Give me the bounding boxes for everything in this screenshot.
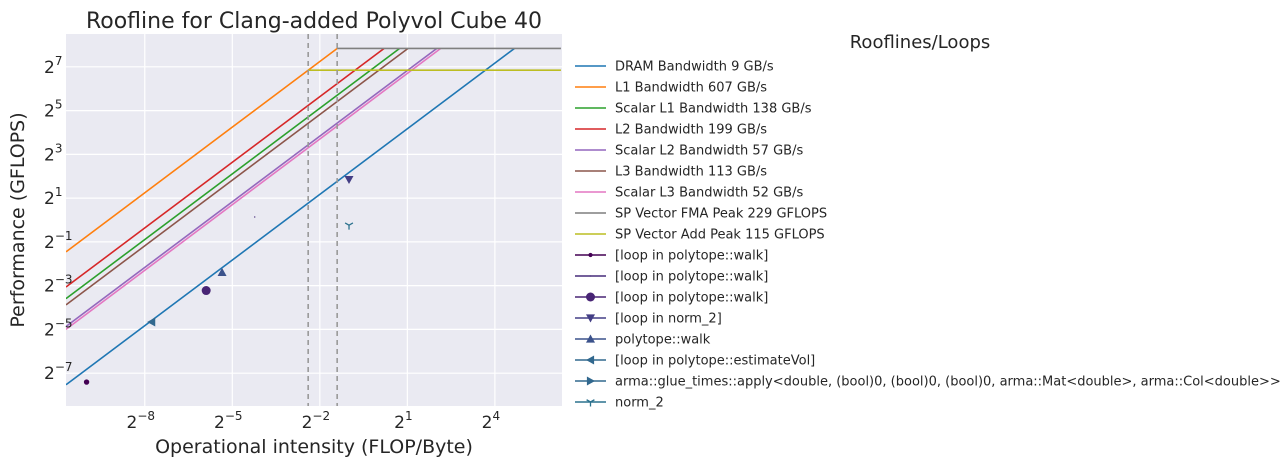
tri-arm bbox=[590, 399, 595, 403]
roof-lines bbox=[66, 34, 561, 406]
circle-marker bbox=[586, 292, 595, 302]
legend-entry: norm_2 bbox=[575, 396, 664, 411]
bandwidth-line bbox=[66, 47, 438, 328]
triangle-down-marker bbox=[586, 314, 595, 323]
legend-entry: polytope::walk bbox=[575, 333, 711, 348]
y-tick-label: 25 bbox=[44, 98, 62, 122]
legend-label: arma::glue_times::apply<double, (bool)0,… bbox=[615, 375, 1280, 390]
chart-title: Roofline for Clang-added Polyvol Cube 40 bbox=[86, 9, 542, 34]
legend-label: SP Vector Add Peak 115 GFLOPS bbox=[615, 228, 825, 243]
tri-arm bbox=[586, 399, 591, 403]
plot-area bbox=[66, 34, 562, 406]
triangle-left-marker bbox=[586, 355, 595, 365]
point-marker bbox=[588, 252, 593, 258]
y-tick-label: 2−7 bbox=[44, 360, 73, 384]
y-tick-label: 21 bbox=[44, 185, 62, 209]
loop-points bbox=[83, 175, 354, 385]
legend-entry: Scalar L1 Bandwidth 138 GB/s bbox=[575, 102, 812, 117]
triangle-down-marker bbox=[344, 175, 354, 185]
legend-entry: L2 Bandwidth 199 GB/s bbox=[575, 123, 767, 138]
legend-label: Scalar L3 Bandwidth 52 GB/s bbox=[615, 186, 803, 201]
legend-label: DRAM Bandwidth 9 GB/s bbox=[615, 60, 774, 75]
pixel-marker bbox=[254, 216, 256, 218]
pixel-marker bbox=[589, 275, 592, 277]
y-tick-label: 27 bbox=[44, 54, 62, 78]
legend-entry: Scalar L2 Bandwidth 57 GB/s bbox=[575, 144, 803, 159]
triangle-up-marker bbox=[586, 334, 595, 343]
bandwidth-line bbox=[66, 47, 442, 331]
y-axis-label: Performance (GFLOPS) bbox=[7, 112, 29, 327]
triangle-up-marker bbox=[217, 267, 227, 277]
legend-title: Rooflines/Loops bbox=[850, 32, 991, 53]
legend-entry: L1 Bandwidth 607 GB/s bbox=[575, 81, 767, 96]
x-axis-label: Operational intensity (FLOP/Byte) bbox=[155, 436, 473, 458]
bandwidth-line bbox=[66, 47, 338, 253]
legend-entry: arma::glue_times::apply<double, (bool)0,… bbox=[575, 375, 1280, 390]
legend-entry: [loop in polytope::walk] bbox=[575, 249, 768, 264]
legend-entry: Scalar L3 Bandwidth 52 GB/s bbox=[575, 186, 803, 201]
legend-entry: L3 Bandwidth 113 GB/s bbox=[575, 165, 767, 180]
legend-label: [loop in polytope::walk] bbox=[615, 249, 768, 264]
legend-label: L2 Bandwidth 199 GB/s bbox=[615, 123, 767, 138]
legend-label: [loop in norm_2] bbox=[615, 312, 722, 327]
y-tick-label: 23 bbox=[44, 141, 62, 165]
legend-label: L1 Bandwidth 607 GB/s bbox=[615, 81, 767, 96]
legend-entry: [loop in polytope::walk] bbox=[575, 270, 768, 285]
bandwidth-line bbox=[66, 47, 515, 386]
legend-label: [loop in polytope::estimateVol] bbox=[615, 354, 815, 369]
point-marker bbox=[83, 379, 90, 385]
x-tick-label: 21 bbox=[394, 409, 412, 433]
x-tick-label: 2−5 bbox=[214, 409, 243, 433]
x-tick-label: 2−8 bbox=[127, 409, 156, 433]
x-tick-labels: 2−8 2−5 2−2 21 24 bbox=[127, 409, 501, 433]
legend-label: SP Vector FMA Peak 229 GFLOPS bbox=[615, 207, 827, 222]
triangle-left-marker bbox=[147, 317, 156, 327]
bandwidth-line bbox=[66, 47, 409, 306]
tri-arm bbox=[348, 222, 354, 226]
legend-entry: DRAM Bandwidth 9 GB/s bbox=[575, 60, 774, 75]
bandwidth-line bbox=[66, 47, 385, 288]
legend-label: Scalar L2 Bandwidth 57 GB/s bbox=[615, 144, 803, 159]
bandwidth-line bbox=[66, 47, 400, 300]
legend-entry: [loop in norm_2] bbox=[575, 312, 722, 327]
x-tick-label: 2−2 bbox=[302, 409, 331, 433]
legend-entry: SP Vector FMA Peak 229 GFLOPS bbox=[575, 207, 827, 222]
tri-down-marker bbox=[586, 399, 595, 407]
circle-marker bbox=[201, 286, 211, 296]
legend-entry: [loop in polytope::estimateVol] bbox=[575, 354, 815, 369]
legend-label: Scalar L1 Bandwidth 138 GB/s bbox=[615, 102, 812, 117]
x-tick-label: 24 bbox=[482, 409, 500, 433]
legend-label: [loop in polytope::walk] bbox=[615, 270, 768, 285]
tri-down-marker bbox=[344, 222, 354, 230]
tri-arm bbox=[344, 222, 350, 226]
legend-entry: SP Vector Add Peak 115 GFLOPS bbox=[575, 228, 825, 243]
triangle-right-marker bbox=[586, 376, 595, 386]
legend-label: L3 Bandwidth 113 GB/s bbox=[615, 165, 767, 180]
legend-label: polytope::walk bbox=[615, 333, 711, 348]
legend: DRAM Bandwidth 9 GB/s L1 Bandwidth 607 GB… bbox=[575, 60, 1280, 411]
legend-label: [loop in polytope::walk] bbox=[615, 291, 768, 306]
legend-entry: [loop in polytope::walk] bbox=[575, 291, 768, 306]
legend-label: norm_2 bbox=[615, 396, 664, 411]
